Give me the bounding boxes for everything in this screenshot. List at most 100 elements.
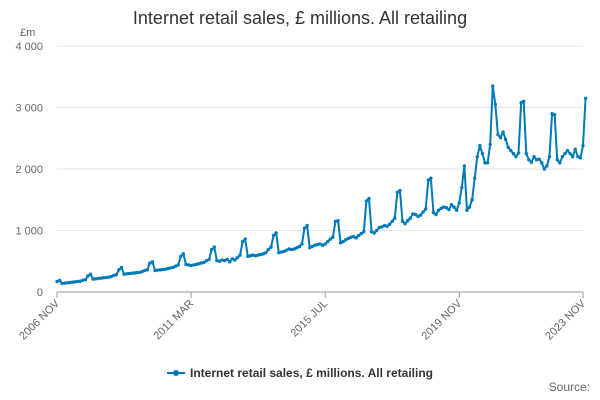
data-point[interactable] [310, 244, 314, 249]
data-point[interactable] [537, 157, 541, 161]
data-point[interactable] [558, 161, 562, 165]
data-point[interactable] [527, 158, 531, 162]
data-point[interactable] [434, 212, 438, 217]
data-point[interactable] [540, 161, 544, 165]
data-point[interactable] [179, 254, 183, 259]
data-point[interactable] [207, 257, 211, 262]
data-point[interactable] [364, 199, 369, 203]
data-point[interactable] [568, 151, 572, 156]
data-point[interactable] [529, 160, 534, 164]
data-point[interactable] [452, 205, 456, 209]
data-point[interactable] [57, 278, 62, 283]
data-point[interactable] [547, 155, 552, 159]
data-point[interactable] [478, 143, 482, 148]
data-point[interactable] [158, 268, 162, 272]
data-point[interactable] [534, 158, 539, 162]
data-point[interactable] [398, 188, 402, 193]
data-point[interactable] [210, 247, 214, 252]
data-point[interactable] [150, 260, 155, 264]
data-point[interactable] [289, 247, 294, 252]
data-point[interactable] [444, 206, 449, 210]
data-point[interactable] [91, 277, 95, 281]
data-point[interactable] [583, 96, 588, 100]
data-point[interactable] [431, 210, 436, 215]
legend[interactable]: Internet retail sales, £ millions. All r… [0, 366, 600, 380]
data-point[interactable] [68, 280, 72, 285]
data-point[interactable] [416, 214, 420, 219]
data-point[interactable] [75, 279, 80, 284]
data-point[interactable] [501, 130, 505, 134]
data-point[interactable] [514, 155, 518, 159]
data-point[interactable] [506, 145, 510, 150]
data-point[interactable] [573, 147, 577, 152]
data-point[interactable] [346, 236, 351, 241]
data-point[interactable] [292, 247, 296, 251]
data-point[interactable] [99, 276, 103, 280]
data-point[interactable] [390, 219, 394, 223]
data-point[interactable] [356, 233, 361, 238]
data-point[interactable] [176, 263, 180, 267]
data-point[interactable] [222, 258, 227, 263]
data-point[interactable] [550, 111, 554, 116]
data-point[interactable] [274, 231, 278, 235]
data-point[interactable] [163, 267, 167, 271]
data-point[interactable] [287, 247, 291, 251]
data-point[interactable] [503, 137, 508, 142]
data-point[interactable] [483, 161, 487, 165]
data-point[interactable] [338, 241, 343, 245]
data-point[interactable] [148, 261, 152, 265]
data-point[interactable] [555, 158, 559, 162]
data-point[interactable] [166, 266, 170, 271]
data-point[interactable] [184, 262, 188, 267]
data-point[interactable] [243, 237, 247, 241]
data-point[interactable] [439, 206, 443, 211]
data-point[interactable] [405, 218, 410, 223]
data-point[interactable] [313, 243, 317, 247]
data-point[interactable] [315, 242, 320, 247]
data-point[interactable] [228, 260, 232, 264]
data-point[interactable] [359, 231, 363, 236]
data-point[interactable] [199, 261, 204, 265]
data-point[interactable] [302, 226, 307, 230]
data-point[interactable] [570, 155, 575, 159]
data-point[interactable] [326, 239, 330, 244]
data-point[interactable] [447, 207, 451, 212]
data-point[interactable] [467, 205, 472, 209]
data-point[interactable] [101, 276, 106, 280]
data-point[interactable] [194, 262, 198, 267]
data-point[interactable] [251, 253, 255, 257]
data-point[interactable] [220, 258, 224, 262]
data-point[interactable] [106, 275, 111, 279]
data-point[interactable] [60, 281, 64, 286]
data-point[interactable] [320, 243, 325, 247]
data-point[interactable] [375, 228, 379, 233]
data-point[interactable] [55, 279, 59, 284]
data-point[interactable] [256, 253, 260, 257]
data-point[interactable] [240, 239, 245, 244]
data-point[interactable] [307, 246, 312, 250]
data-point[interactable] [132, 271, 137, 275]
data-point[interactable] [498, 135, 503, 140]
data-point[interactable] [124, 272, 129, 276]
data-point[interactable] [457, 201, 461, 205]
data-point[interactable] [400, 219, 405, 223]
data-point[interactable] [480, 151, 485, 156]
data-point[interactable] [259, 252, 263, 257]
data-point[interactable] [93, 277, 98, 281]
data-point[interactable] [119, 265, 124, 270]
data-point[interactable] [81, 278, 85, 283]
data-point[interactable] [135, 270, 139, 275]
data-point[interactable] [408, 216, 412, 220]
data-point[interactable] [413, 212, 418, 217]
data-point[interactable] [269, 245, 273, 249]
data-point[interactable] [576, 155, 580, 159]
data-point[interactable] [552, 113, 557, 117]
data-point[interactable] [341, 239, 345, 244]
data-point[interactable] [202, 260, 206, 265]
data-point[interactable] [266, 247, 271, 252]
data-point[interactable] [382, 223, 387, 228]
data-point[interactable] [470, 198, 474, 202]
data-point[interactable] [473, 176, 477, 180]
data-point[interactable] [333, 219, 338, 223]
data-point[interactable] [261, 252, 265, 256]
